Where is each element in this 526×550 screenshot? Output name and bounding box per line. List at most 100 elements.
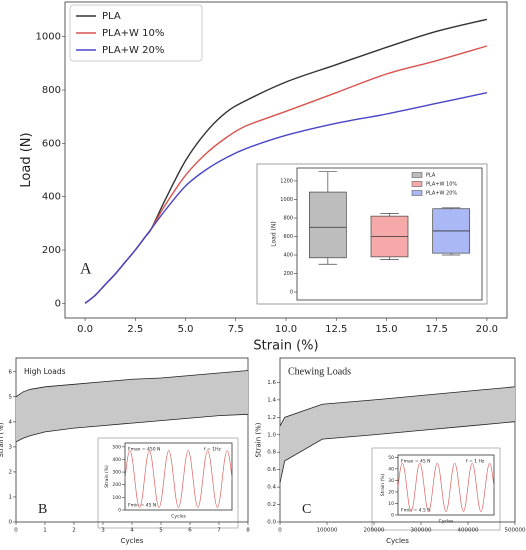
- y-tick-label: 300: [112, 470, 121, 476]
- x-tick-label: 500000: [505, 527, 526, 533]
- y-tick-label: 0: [9, 520, 13, 526]
- x-axis-label: Strain (%): [253, 338, 318, 353]
- y-tick-label: 5: [9, 394, 13, 400]
- panel-label: A: [80, 261, 92, 278]
- x-tick-label: 15.0: [375, 324, 397, 335]
- y-tick-label: 0.8: [267, 450, 276, 456]
- inset-frame: [371, 447, 501, 531]
- plot-frame: [296, 167, 483, 301]
- legend-label: PLA: [102, 11, 121, 22]
- y-tick-label: 1.4: [267, 397, 276, 403]
- legend-swatch: [411, 190, 423, 196]
- panel-label: B: [38, 502, 47, 517]
- panel-label: C: [302, 502, 311, 517]
- y-tick-label: 4: [9, 419, 13, 425]
- x-tick-label: 300000: [411, 527, 432, 533]
- x-tick-label: 100000: [317, 527, 338, 533]
- panel-title: Chewing Loads: [288, 366, 351, 377]
- upper-line: [279, 386, 516, 427]
- box: [308, 191, 347, 259]
- y-tick-label: 0: [118, 508, 121, 514]
- y-tick-label: 200: [283, 271, 293, 277]
- y-tick-label: 400: [112, 457, 121, 463]
- y-tick-label: 500: [112, 444, 121, 450]
- y-tick-label: 1200: [280, 178, 293, 184]
- y-tick-label: 400: [42, 192, 61, 203]
- x-tick-label: 1: [43, 527, 47, 533]
- annotation: Fmax = 450 N: [128, 447, 160, 453]
- x-tick-label: 5: [159, 527, 163, 533]
- x-tick-label: 5.0: [178, 324, 194, 335]
- y-axis-label: Strain (%): [0, 422, 5, 457]
- lower-line: [15, 413, 249, 443]
- y-tick-label: 50: [388, 455, 394, 461]
- x-axis-label: Cycles: [171, 514, 186, 520]
- y-axis-label: Load (N): [19, 132, 34, 187]
- y-tick-label: 600: [283, 234, 293, 240]
- x-tick-label: 20.0: [476, 324, 498, 335]
- y-tick-label: 0.2: [267, 502, 276, 508]
- y-tick-label: 0.0: [267, 520, 276, 526]
- y-tick-label: 0.4: [267, 485, 276, 491]
- x-tick-label: 3: [101, 527, 105, 533]
- y-tick-label: 800: [42, 85, 61, 96]
- x-tick-label: 7.5: [228, 324, 244, 335]
- x-tick-label: 4: [130, 527, 134, 533]
- x-tick-label: 0: [278, 527, 282, 533]
- y-tick-label: 0: [290, 290, 293, 296]
- y-tick-label: 30: [388, 478, 394, 484]
- data-line: [397, 462, 495, 512]
- y-axis-label: Strain (%): [255, 422, 263, 457]
- legend-swatch: [411, 172, 423, 178]
- x-tick-label: 8: [246, 527, 250, 533]
- y-tick-label: 1.6: [267, 380, 276, 386]
- x-tick-label: 0.0: [77, 324, 93, 335]
- y-tick-label: 3: [9, 444, 13, 450]
- x-axis-label: Cycles: [121, 537, 144, 545]
- y-tick-label: 1.0: [267, 432, 276, 438]
- annotation: Fmin = 4.5 N: [401, 508, 431, 514]
- x-tick-label: 2.5: [127, 324, 143, 335]
- band-fill: [280, 386, 515, 483]
- y-tick-label: 40: [388, 466, 394, 472]
- lower-line: [279, 421, 516, 483]
- y-tick-label: 400: [283, 253, 293, 259]
- y-axis-label: Load (N): [271, 221, 278, 246]
- annotation: f = 1 Hz: [466, 459, 485, 465]
- annotation: Fmax = 45 N: [401, 459, 431, 465]
- x-tick-label: 17.5: [426, 324, 448, 335]
- y-tick-label: 1000: [36, 32, 61, 43]
- legend-label: PLA+W 10%: [426, 182, 457, 188]
- data-line: [124, 450, 233, 508]
- x-tick-label: 0: [14, 527, 18, 533]
- y-tick-label: 20: [388, 489, 394, 495]
- y-tick-label: 100: [112, 495, 121, 501]
- x-tick-label: 10.0: [275, 324, 297, 335]
- legend-label: PLA+W 20%: [102, 45, 164, 56]
- y-tick-label: 1: [9, 494, 13, 500]
- panel-title: High Loads: [24, 367, 66, 376]
- y-tick-label: 800: [283, 215, 293, 221]
- x-tick-label: 6: [188, 527, 192, 533]
- x-axis-label: Cycles: [439, 519, 454, 525]
- annotation: f = 1Hz: [204, 447, 221, 453]
- y-tick-label: 1.2: [267, 415, 276, 421]
- data-line: [84, 91, 488, 304]
- y-tick-label: 200: [42, 245, 61, 256]
- x-tick-label: 12.5: [325, 324, 347, 335]
- y-axis-label: Strain (%): [380, 473, 386, 496]
- x-tick-label: 2: [72, 527, 76, 533]
- x-axis-label: Cycles: [386, 537, 409, 545]
- legend-box: [69, 4, 203, 62]
- y-tick-label: 600: [42, 138, 61, 149]
- annotation: Fmin = 45 N: [128, 503, 156, 509]
- y-tick-label: 1000: [280, 197, 293, 203]
- x-tick-label: 7: [217, 527, 221, 533]
- legend-label: PLA+W 20%: [426, 191, 457, 197]
- y-tick-label: 200: [112, 482, 121, 488]
- legend-label: PLA: [426, 173, 436, 179]
- legend-label: PLA+W 10%: [102, 28, 164, 39]
- x-tick-label: 200000: [364, 527, 385, 533]
